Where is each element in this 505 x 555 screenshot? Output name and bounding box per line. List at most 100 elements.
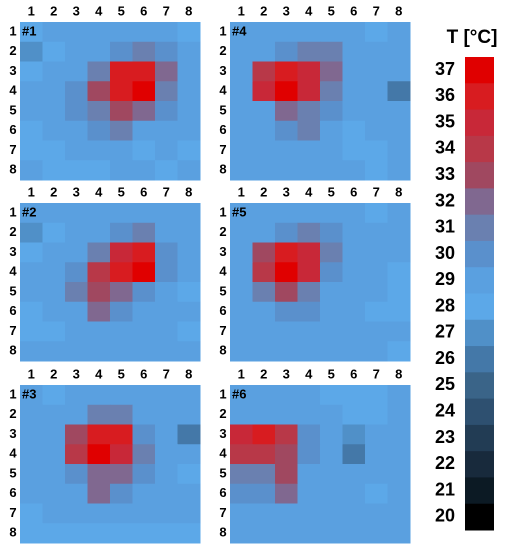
heat-cell [110, 101, 133, 122]
heat-cell [132, 22, 156, 43]
heat-cell [320, 81, 343, 102]
heat-cell [110, 444, 133, 465]
heat-cell [132, 503, 156, 524]
heat-cell [110, 120, 133, 141]
heat-cell [342, 444, 366, 465]
heat-cell [387, 483, 411, 504]
heat-cell [297, 424, 321, 445]
heat-cell [275, 503, 298, 524]
heat-cell [365, 41, 388, 62]
y-tick-label: 4 [9, 446, 17, 461]
heat-cell [387, 464, 411, 485]
heat-cell [342, 222, 366, 243]
heat-cell [320, 385, 343, 406]
heat-cell [20, 444, 43, 465]
heat-cell [177, 262, 201, 283]
heat-cell [87, 464, 111, 485]
heat-cell [65, 301, 88, 322]
heat-cell [342, 464, 366, 485]
heat-cell [177, 120, 201, 141]
y-tick-label: 1 [9, 204, 16, 219]
heat-cell [252, 160, 276, 181]
panel-title: #3 [22, 386, 36, 401]
y-tick-label: 5 [219, 102, 226, 117]
heat-cell [230, 503, 253, 524]
heat-cell [155, 424, 178, 445]
x-tick-label: 3 [283, 3, 290, 18]
heat-cell [177, 101, 201, 122]
heat-cell [132, 262, 156, 283]
heat-cell [365, 464, 388, 485]
heat-cell [297, 222, 321, 243]
heat-cell [320, 301, 343, 322]
heat-cell [110, 424, 133, 445]
heat-cell [320, 503, 343, 524]
heat-cell [87, 41, 111, 62]
colorbar-cell [465, 83, 494, 111]
heat-cell [20, 41, 43, 62]
heat-cell [342, 41, 366, 62]
heat-cell [87, 61, 111, 82]
heat-cell [20, 483, 43, 504]
heat-cell [252, 282, 276, 303]
heat-cell [110, 483, 133, 504]
heat-cell [20, 22, 43, 43]
heat-cell [275, 203, 298, 224]
colorbar-tick-label: 25 [435, 374, 455, 394]
x-tick-label: 8 [395, 184, 402, 199]
x-tick-label: 1 [238, 366, 245, 381]
heat-cell [387, 120, 411, 141]
heat-cell [365, 203, 388, 224]
colorbar-cell [465, 135, 494, 163]
heat-cell [65, 341, 88, 362]
heat-cell [297, 61, 321, 82]
heat-cell [155, 341, 178, 362]
heat-cell [275, 341, 298, 362]
heat-cell [365, 523, 388, 544]
heat-cell [230, 262, 253, 283]
heat-cell [42, 140, 66, 161]
y-tick-label: 8 [9, 343, 16, 358]
heat-cell [132, 140, 156, 161]
colorbar-title: T [°C] [447, 27, 498, 48]
heat-cell [177, 464, 201, 485]
heat-cell [365, 222, 388, 243]
heat-cell [230, 321, 253, 342]
heat-cell [275, 120, 298, 141]
x-tick-label: 6 [350, 366, 357, 381]
heat-cell [342, 262, 366, 283]
y-tick-label: 5 [9, 102, 16, 117]
heat-cell [365, 424, 388, 445]
x-tick-label: 1 [28, 366, 35, 381]
y-tick-label: 2 [219, 406, 226, 421]
y-tick-label: 8 [219, 343, 226, 358]
heat-cell [342, 160, 366, 181]
heat-cell [230, 483, 253, 504]
heat-cell [297, 444, 321, 465]
heat-cell [252, 140, 276, 161]
heat-cell [387, 404, 411, 425]
heat-cell [252, 301, 276, 322]
heat-cell [275, 301, 298, 322]
heat-cell [87, 321, 111, 342]
heat-cell [87, 222, 111, 243]
x-tick-label: 3 [73, 3, 80, 18]
heat-cell [65, 503, 88, 524]
y-tick-label: 6 [219, 485, 226, 500]
heat-cell [275, 41, 298, 62]
y-tick-label: 4 [219, 83, 227, 98]
x-tick-label: 3 [73, 366, 80, 381]
heat-cell [230, 203, 253, 224]
heat-cell [155, 464, 178, 485]
heat-cell [42, 444, 66, 465]
heat-cell [42, 22, 66, 43]
y-tick-label: 5 [219, 465, 226, 480]
heat-cell [132, 341, 156, 362]
heat-cell [275, 262, 298, 283]
y-tick-label: 6 [219, 122, 226, 137]
heat-cell [155, 222, 178, 243]
colorbar-cell [465, 240, 494, 268]
heat-cell [42, 120, 66, 141]
heat-cell [252, 41, 276, 62]
heat-cell [387, 262, 411, 283]
